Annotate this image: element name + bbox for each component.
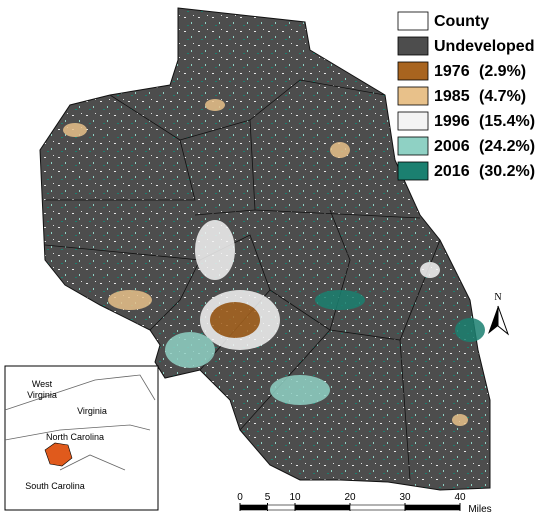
arrow-left bbox=[488, 306, 498, 334]
legend-swatch bbox=[397, 86, 429, 106]
scale-tick-label: 40 bbox=[454, 492, 466, 503]
inset-label: Virginia bbox=[27, 390, 57, 400]
map bbox=[39, 7, 491, 491]
legend-swatch bbox=[397, 111, 429, 131]
inset-label: South Carolina bbox=[25, 481, 85, 491]
scale-tick-label: 5 bbox=[265, 492, 271, 503]
legend-label: 1996 bbox=[434, 113, 470, 130]
legend-swatch bbox=[397, 161, 429, 181]
arrow-right bbox=[497, 305, 510, 336]
state-borders bbox=[4, 374, 156, 471]
legend-label: 2016 bbox=[434, 163, 470, 180]
legend-share: (2.9%) bbox=[479, 63, 526, 80]
region bbox=[39, 7, 491, 491]
legend-share: (30.2%) bbox=[479, 163, 535, 180]
study-area bbox=[44, 442, 73, 467]
scale-tick-label: 0 bbox=[237, 492, 243, 503]
scale-tick-label: 30 bbox=[399, 492, 411, 503]
inset-label: North Carolina bbox=[46, 432, 104, 442]
scale-segment bbox=[239, 504, 268, 511]
scale-segment bbox=[404, 504, 461, 511]
legend-label: Undeveloped bbox=[434, 38, 534, 55]
legend-label: 1985 bbox=[434, 88, 470, 105]
legend-swatch bbox=[397, 11, 429, 31]
scale-tick-label: 10 bbox=[289, 492, 301, 503]
legend-swatch bbox=[397, 136, 429, 156]
scale-segment bbox=[267, 504, 296, 511]
legend-label: 1976 bbox=[434, 63, 470, 80]
legend-share: (4.7%) bbox=[479, 88, 526, 105]
inset-label: Virginia bbox=[77, 406, 107, 416]
north-arrow: N bbox=[488, 292, 510, 336]
scale-unit: Miles bbox=[468, 504, 491, 515]
legend-swatch bbox=[397, 61, 429, 81]
scale-tick-label: 20 bbox=[344, 492, 356, 503]
scale-segment bbox=[349, 504, 406, 511]
north-label: N bbox=[494, 292, 501, 303]
legend-label: 2006 bbox=[434, 138, 470, 155]
county-lines bbox=[44, 79, 441, 481]
legend-share: (15.4%) bbox=[479, 113, 535, 130]
legend-share: (24.2%) bbox=[479, 138, 535, 155]
inset-frame bbox=[4, 365, 159, 511]
legend-label: County bbox=[434, 13, 489, 30]
inset-label: West bbox=[32, 379, 53, 389]
legend: County Undeveloped 1976 (2.9%) 1985 (4.7%) 199… bbox=[397, 11, 535, 181]
scale-segment bbox=[294, 504, 351, 511]
legend-swatch bbox=[397, 36, 429, 56]
development bbox=[63, 99, 485, 426]
